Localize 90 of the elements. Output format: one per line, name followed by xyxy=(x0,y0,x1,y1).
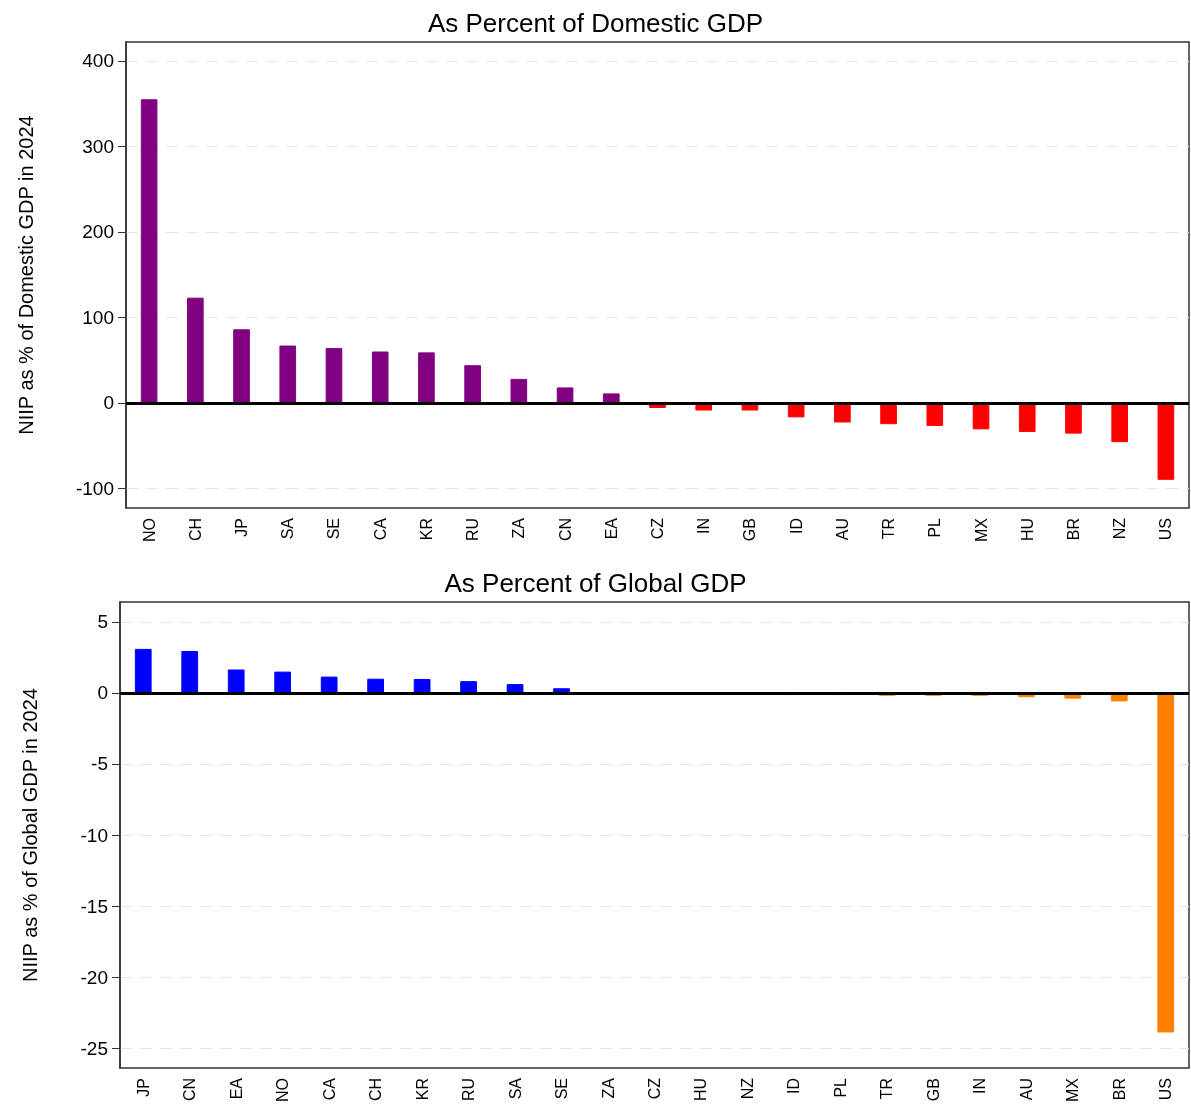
x-tick-label: ID xyxy=(785,1078,803,1094)
y-tick-label: 200 xyxy=(82,221,114,243)
x-tick-label: RU xyxy=(460,1078,478,1102)
y-tick-label: 0 xyxy=(103,392,114,414)
x-tick-label: CN xyxy=(556,518,574,542)
x-tick-label: NZ xyxy=(738,1077,756,1100)
y-tick-label: -20 xyxy=(80,966,108,988)
x-tick-label: BR xyxy=(1110,1078,1128,1101)
bar xyxy=(460,681,477,693)
bar xyxy=(320,676,338,693)
bar xyxy=(367,678,384,693)
y-tick-label: -100 xyxy=(75,477,114,499)
x-tick-label: HU xyxy=(692,1078,710,1102)
x-tick-label: PL xyxy=(926,517,944,538)
y-tick-label: 0 xyxy=(97,682,108,704)
x-tick-label: CA xyxy=(371,517,389,541)
bar xyxy=(279,345,297,403)
bar xyxy=(274,671,292,693)
x-tick-label: SE xyxy=(325,518,343,540)
y-tick-label: 300 xyxy=(82,135,114,157)
x-tick-label: EA xyxy=(227,1077,245,1100)
bar xyxy=(418,352,435,403)
bar xyxy=(1157,402,1175,480)
x-tick-label: PL xyxy=(831,1077,849,1098)
x-tick-label: TR xyxy=(878,1078,896,1100)
bar xyxy=(510,378,528,403)
bar xyxy=(134,648,152,693)
bar xyxy=(880,402,897,425)
x-tick-label: SE xyxy=(553,1078,571,1100)
bar xyxy=(556,387,574,403)
y-tick-label: -5 xyxy=(91,753,108,775)
x-tick-label: NZ xyxy=(1111,517,1129,540)
bar xyxy=(506,684,524,693)
y-axis-title: NIIP as % of Global GDP in 2024 xyxy=(19,688,41,982)
x-tick-label: MX xyxy=(972,517,990,542)
x-tick-label: US xyxy=(1157,1078,1175,1101)
x-tick-label: AU xyxy=(833,518,851,541)
chart-title: As Percent of Domestic GDP xyxy=(427,8,764,38)
x-tick-label: SA xyxy=(506,1077,524,1100)
x-tick-label: ZA xyxy=(599,1077,617,1099)
bar xyxy=(926,402,944,426)
x-tick-label: SA xyxy=(279,517,297,540)
x-tick-label: NO xyxy=(274,1078,292,1102)
x-tick-label: NO xyxy=(140,518,158,542)
x-tick-label: KR xyxy=(413,1078,431,1101)
y-tick-label: 5 xyxy=(97,611,108,633)
y-tick-label: -25 xyxy=(80,1037,108,1059)
x-tick-label: US xyxy=(1157,518,1175,541)
x-tick-label: CN xyxy=(181,1078,199,1102)
y-tick-label: 100 xyxy=(82,306,114,328)
bar xyxy=(187,297,204,403)
bar xyxy=(1111,402,1128,443)
x-tick-label: IN xyxy=(695,518,713,534)
x-tick-label: ID xyxy=(787,518,805,534)
bar xyxy=(227,669,245,693)
bar xyxy=(1065,402,1082,434)
bar xyxy=(413,679,431,693)
x-tick-label: RU xyxy=(464,518,482,542)
chart-title: As Percent of Global GDP xyxy=(444,568,747,598)
x-tick-label: EA xyxy=(602,517,620,540)
x-tick-label: IN xyxy=(971,1078,989,1094)
bar xyxy=(140,99,158,403)
bar xyxy=(325,348,343,403)
x-tick-label: CZ xyxy=(649,517,666,540)
bar xyxy=(371,351,389,403)
bar xyxy=(1157,692,1175,1033)
x-tick-label: JP xyxy=(134,1078,152,1097)
x-tick-label: GB xyxy=(741,518,759,542)
x-tick-label: CH xyxy=(367,1078,385,1102)
y-axis-title: NIIP as % of Domestic GDP in 2024 xyxy=(15,115,37,435)
x-tick-label: KR xyxy=(417,518,435,541)
x-tick-label: CZ xyxy=(646,1077,663,1100)
x-tick-label: ZA xyxy=(510,517,528,539)
x-tick-label: HU xyxy=(1018,518,1036,542)
y-tick-label: -10 xyxy=(80,824,108,846)
y-tick-label: 400 xyxy=(82,50,114,72)
x-tick-label: GB xyxy=(924,1078,942,1102)
x-tick-label: CH xyxy=(186,518,204,542)
x-tick-label: CA xyxy=(320,1077,338,1101)
x-tick-label: AU xyxy=(1017,1078,1035,1101)
x-tick-label: JP xyxy=(233,518,251,537)
bar xyxy=(181,651,199,693)
x-tick-label: BR xyxy=(1064,518,1082,541)
bar xyxy=(602,393,620,403)
y-tick-label: -15 xyxy=(80,895,108,917)
x-tick-label: TR xyxy=(880,518,898,540)
bar xyxy=(233,329,250,403)
bar xyxy=(1018,402,1036,432)
bar xyxy=(464,365,481,403)
x-tick-label: MX xyxy=(1064,1077,1082,1102)
